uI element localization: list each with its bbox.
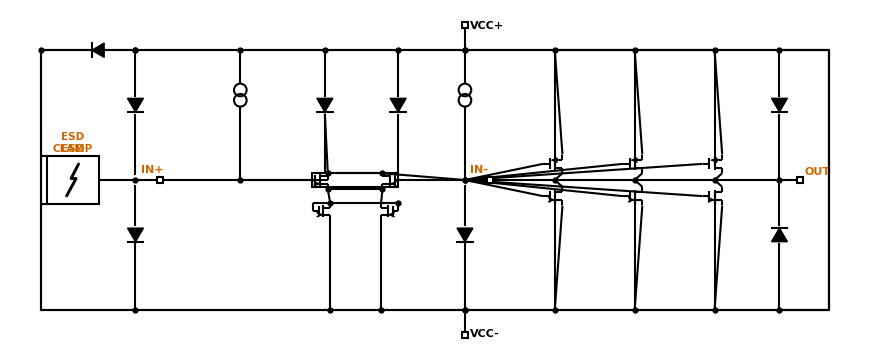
Bar xyxy=(487,177,493,183)
Polygon shape xyxy=(771,98,786,112)
Bar xyxy=(312,173,398,187)
Bar xyxy=(41,50,828,310)
Text: IN-: IN- xyxy=(469,165,488,175)
Bar xyxy=(797,177,802,183)
Bar xyxy=(157,177,163,183)
Polygon shape xyxy=(456,228,473,242)
Polygon shape xyxy=(92,43,104,57)
Bar xyxy=(461,332,468,338)
Text: VCC-: VCC- xyxy=(469,329,499,339)
Text: IN+: IN+ xyxy=(142,165,163,175)
Polygon shape xyxy=(128,98,143,112)
Polygon shape xyxy=(316,98,333,112)
Text: VCC+: VCC+ xyxy=(469,21,503,31)
Text: ESD
CLAMP: ESD CLAMP xyxy=(52,132,93,154)
Text: OUT: OUT xyxy=(804,167,830,177)
Polygon shape xyxy=(771,228,786,242)
Polygon shape xyxy=(128,228,143,242)
Bar xyxy=(47,156,98,204)
Bar xyxy=(461,22,468,28)
Polygon shape xyxy=(389,98,406,112)
Text: ESD: ESD xyxy=(61,144,84,154)
